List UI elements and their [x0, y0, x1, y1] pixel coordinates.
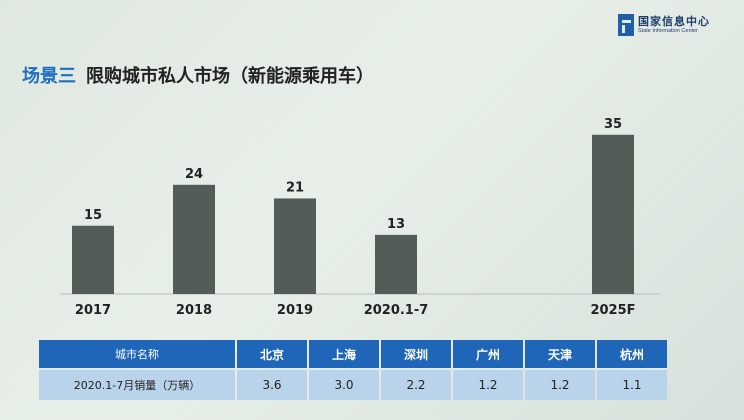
bar-2020.1-7 — [375, 234, 417, 294]
bar-value-label: 35 — [604, 117, 622, 132]
x-tick-label: 2018 — [176, 303, 212, 318]
bar-value-label: 21 — [286, 180, 304, 195]
org-logo: 国家信息中心 State Information Center — [618, 14, 710, 36]
table-cell-value: 1.2 — [453, 368, 523, 400]
bar-2017 — [72, 225, 114, 294]
bar-2019 — [274, 198, 316, 294]
table-header-city: 天津 — [525, 340, 595, 368]
bar-2025F — [592, 134, 634, 294]
table-header-row: 城市名称 北京 上海 深圳 广州 天津 杭州 — [39, 340, 667, 368]
table-header-city: 北京 — [237, 340, 307, 368]
table-header-label: 城市名称 — [39, 340, 235, 368]
table-cell-value: 1.1 — [597, 368, 667, 400]
table-cell-value: 3.0 — [309, 368, 379, 400]
bar-2018 — [173, 184, 215, 294]
org-name-cn: 国家信息中心 — [638, 14, 710, 28]
table-cell-value: 2.2 — [381, 368, 451, 400]
table-cell-value: 1.2 — [525, 368, 595, 400]
slide-title-main: 限购城市私人市场（新能源乘用车） — [86, 66, 374, 87]
bar-value-label: 24 — [185, 167, 203, 182]
x-tick-label: 2025F — [590, 303, 635, 318]
table-header-city: 杭州 — [597, 340, 667, 368]
slide-title: 场景三 限购城市私人市场（新能源乘用车） — [22, 62, 374, 88]
x-tick-label: 2019 — [277, 303, 313, 318]
table-header-city: 深圳 — [381, 340, 451, 368]
org-name-en: State Information Center — [638, 27, 698, 34]
bar-value-label: 13 — [387, 217, 405, 232]
table-header-city: 广州 — [453, 340, 523, 368]
x-tick-label: 2020.1-7 — [364, 303, 429, 318]
table-cell-value: 3.6 — [237, 368, 307, 400]
city-sales-table: 城市名称 北京 上海 深圳 广州 天津 杭州 2020.1-7月销量（万辆） 3.6 3.0… — [37, 340, 669, 400]
bar-chart: 15 2017 24 2018 21 2019 13 2020.1-7 35 2025F — [60, 117, 660, 318]
org-logo-icon — [618, 14, 634, 36]
table-header-city: 上海 — [309, 340, 379, 368]
slide-title-prefix: 场景三 — [22, 66, 76, 87]
table-row: 2020.1-7月销量（万辆） 3.6 3.0 2.2 1.2 1.2 1.1 — [39, 368, 667, 400]
bar-value-label: 15 — [84, 208, 102, 223]
x-tick-label: 2017 — [75, 303, 111, 318]
table-row-label: 2020.1-7月销量（万辆） — [39, 368, 235, 400]
